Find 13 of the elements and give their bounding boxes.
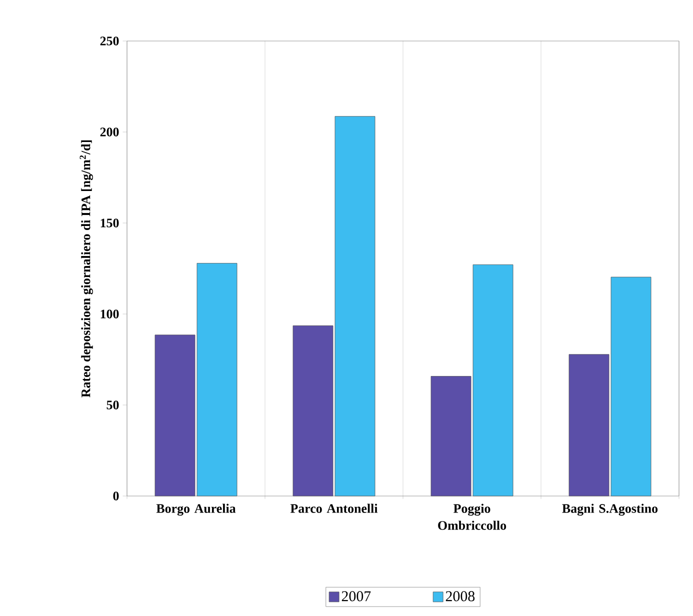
y-tick-label: 0 xyxy=(113,492,119,500)
legend-label: 2008 xyxy=(446,591,475,602)
y-tick-label: 150 xyxy=(100,218,119,228)
x-tick-label: Bagni S.Agostino xyxy=(562,504,658,516)
x-tick-label: Parco Antonelli xyxy=(290,504,378,513)
legend-label: 2007 xyxy=(342,591,371,602)
y-tick-label: 50 xyxy=(106,400,119,410)
y-tick-label: 200 xyxy=(100,128,119,136)
x-tick-label: Borgo Aurelia xyxy=(156,504,236,516)
x-tick-label: Poggio Ombriccollo xyxy=(438,504,506,530)
y-axis-title: Rateo deposizioen giornaliero di IPA [ng/m$^{2}$/d] xyxy=(80,140,93,398)
y-tick-label: 100 xyxy=(100,310,119,318)
y-tick-label: 250 xyxy=(100,36,119,46)
